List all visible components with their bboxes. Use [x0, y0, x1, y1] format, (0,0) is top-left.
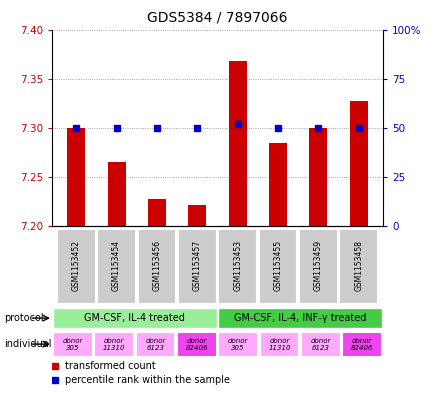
Bar: [148, 198, 166, 226]
FancyBboxPatch shape: [94, 332, 134, 356]
Text: individual: individual: [4, 339, 52, 349]
Text: GDS5384 / 7897066: GDS5384 / 7897066: [147, 11, 287, 24]
Text: transformed count: transformed count: [65, 361, 156, 371]
Text: GM-CSF, IL-4 treated: GM-CSF, IL-4 treated: [84, 313, 185, 323]
Bar: [107, 162, 125, 226]
Text: percentile rank within the sample: percentile rank within the sample: [65, 375, 230, 385]
Text: GSM1153452: GSM1153452: [72, 240, 81, 290]
FancyBboxPatch shape: [342, 332, 381, 356]
Text: donor
6123: donor 6123: [145, 338, 165, 351]
Text: GSM1153457: GSM1153457: [192, 239, 201, 290]
Text: GSM1153454: GSM1153454: [112, 239, 121, 290]
FancyBboxPatch shape: [53, 332, 92, 356]
FancyBboxPatch shape: [218, 229, 256, 304]
FancyBboxPatch shape: [218, 332, 257, 356]
FancyBboxPatch shape: [177, 332, 216, 356]
Text: GSM1153453: GSM1153453: [233, 239, 242, 290]
Text: GSM1153456: GSM1153456: [152, 239, 161, 290]
Text: donor
305: donor 305: [62, 338, 83, 351]
Text: donor
6123: donor 6123: [310, 338, 330, 351]
Text: donor
82406: donor 82406: [350, 338, 373, 351]
FancyBboxPatch shape: [135, 332, 175, 356]
FancyBboxPatch shape: [258, 229, 297, 304]
FancyBboxPatch shape: [53, 308, 216, 328]
Text: donor
11310: donor 11310: [268, 338, 290, 351]
Bar: [268, 143, 286, 226]
Bar: [228, 61, 246, 226]
Bar: [349, 101, 367, 226]
Bar: [67, 128, 85, 226]
Bar: [188, 204, 206, 226]
FancyBboxPatch shape: [97, 229, 136, 304]
FancyBboxPatch shape: [259, 332, 299, 356]
FancyBboxPatch shape: [57, 229, 95, 304]
Text: donor
82406: donor 82406: [185, 338, 207, 351]
FancyBboxPatch shape: [178, 229, 216, 304]
Text: donor
305: donor 305: [227, 338, 248, 351]
FancyBboxPatch shape: [339, 229, 377, 304]
Text: GSM1153455: GSM1153455: [273, 239, 282, 290]
FancyBboxPatch shape: [300, 332, 340, 356]
Text: protocol: protocol: [4, 313, 44, 323]
FancyBboxPatch shape: [137, 229, 176, 304]
Text: GM-CSF, IL-4, INF-γ treated: GM-CSF, IL-4, INF-γ treated: [233, 313, 365, 323]
FancyBboxPatch shape: [298, 229, 337, 304]
Text: GSM1153458: GSM1153458: [353, 240, 362, 290]
FancyBboxPatch shape: [218, 308, 381, 328]
Bar: [309, 128, 327, 226]
Text: GSM1153459: GSM1153459: [313, 239, 322, 290]
Text: donor
11310: donor 11310: [102, 338, 125, 351]
